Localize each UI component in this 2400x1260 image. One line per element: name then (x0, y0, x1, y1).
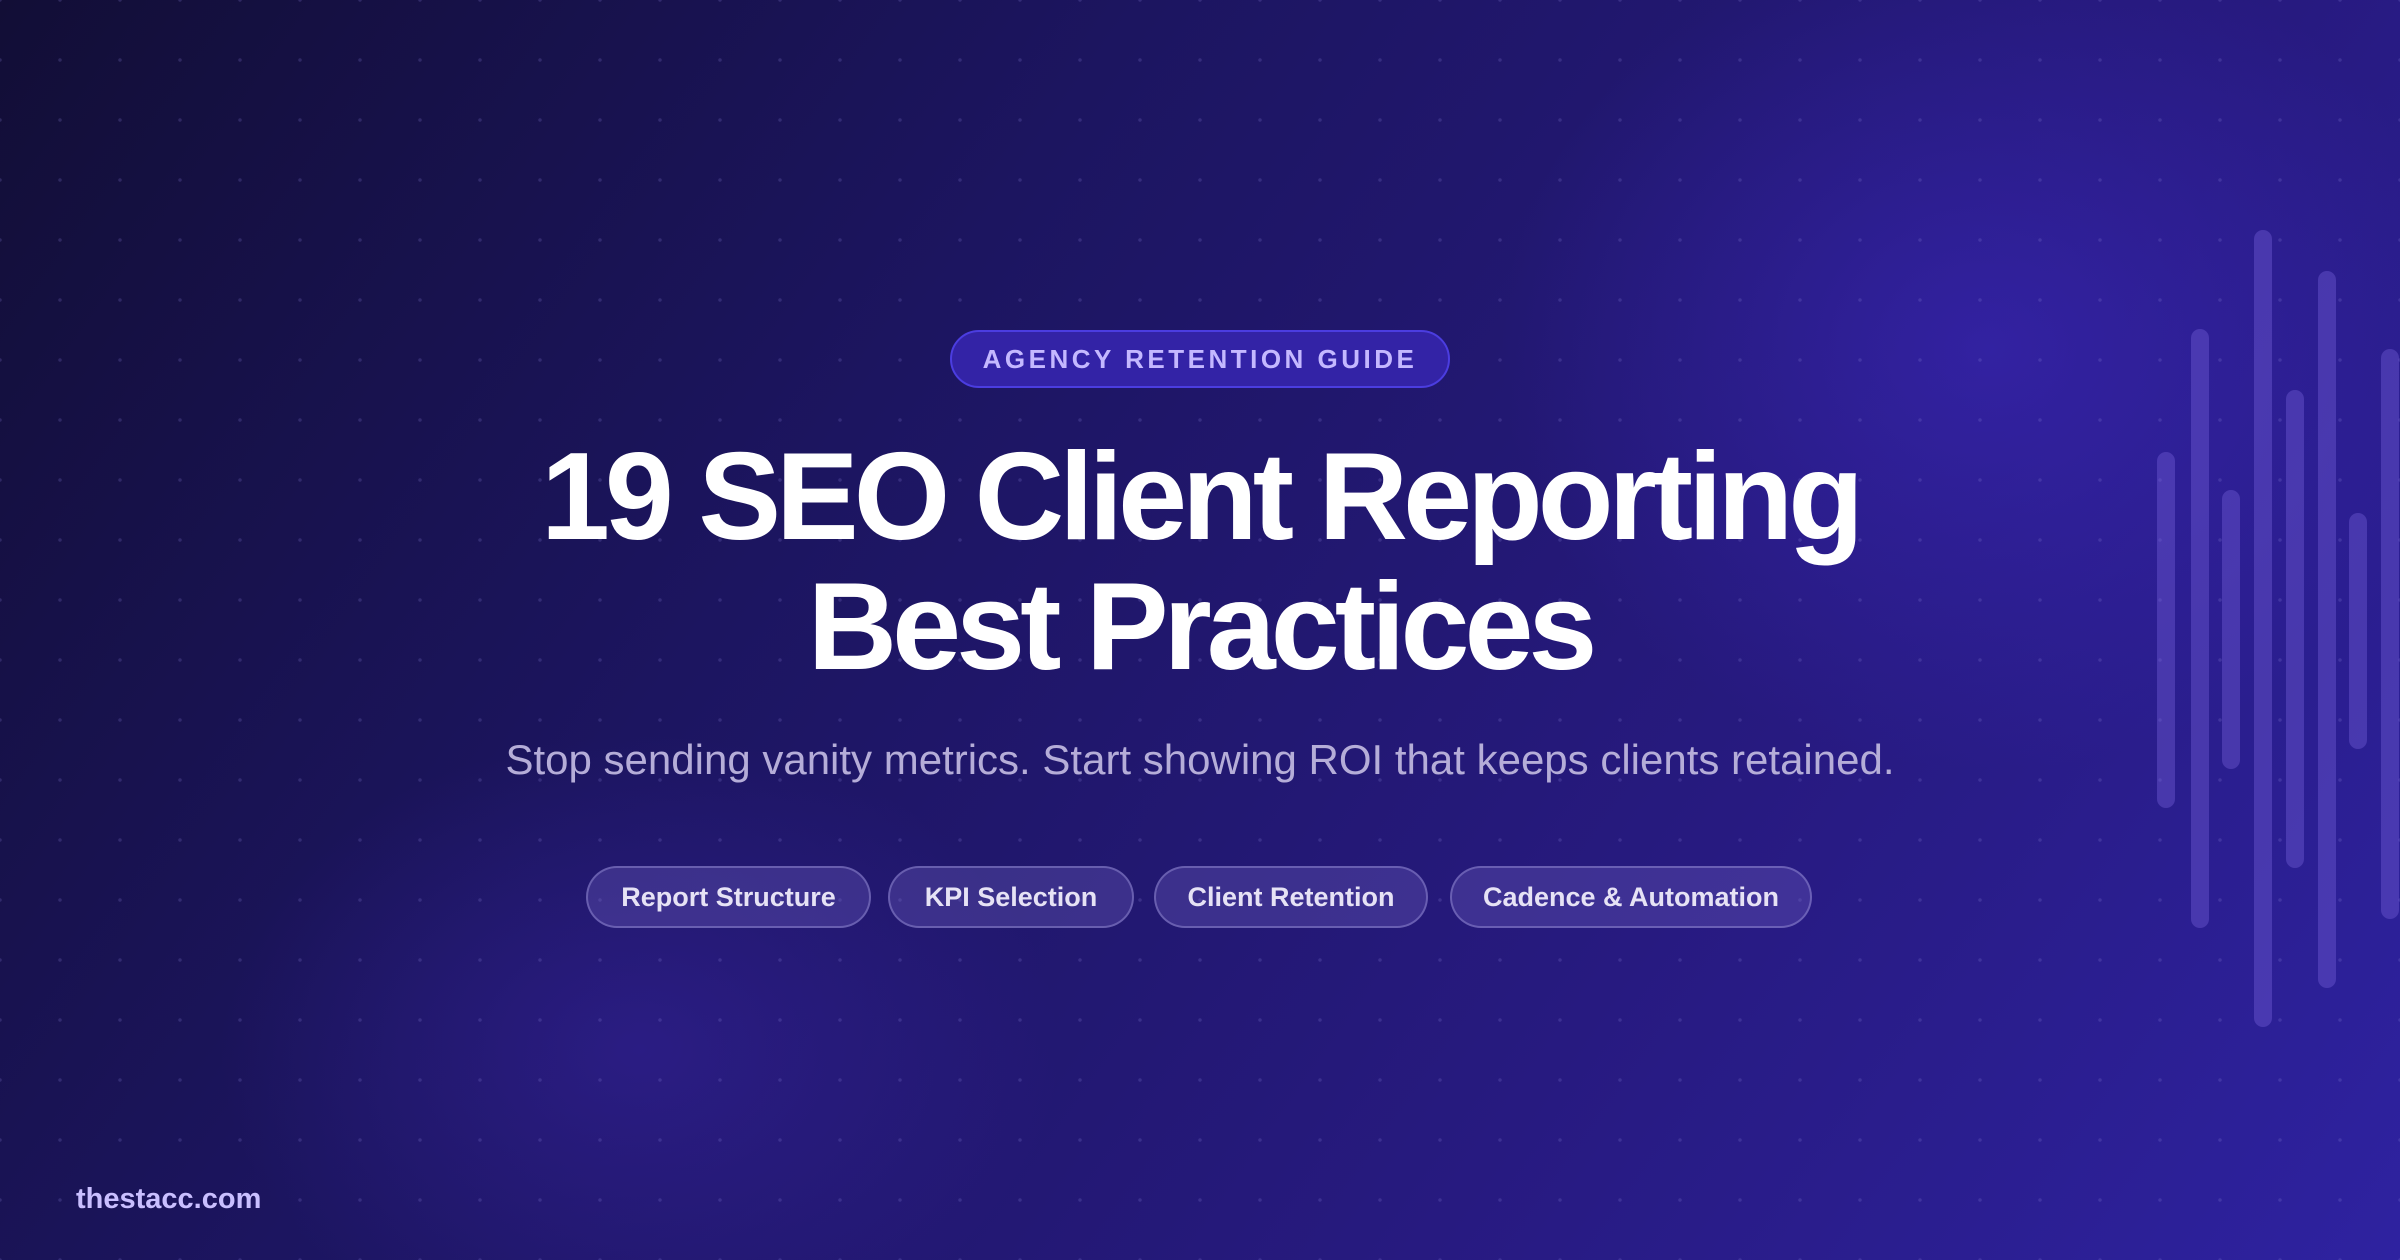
category-badge: AGENCY RETENTION GUIDE (950, 330, 1450, 388)
decorative-bar (2191, 329, 2209, 928)
tag-chip-cadence-automation: Cadence & Automation (1450, 866, 1812, 928)
decorative-bar (2254, 230, 2272, 1027)
decorative-bar (2318, 271, 2336, 988)
decorative-bar (2286, 390, 2304, 868)
title-line-1: 19 SEO Client Reporting (540, 428, 1864, 566)
tag-chip-kpi-selection: KPI Selection (888, 866, 1134, 928)
decorative-bar (2349, 513, 2367, 749)
subtitle: Stop sending vanity metrics. Start showi… (505, 736, 1895, 783)
site-domain: thestacc.com (76, 1183, 262, 1215)
tag-chip-client-retention: Client Retention (1154, 866, 1428, 928)
page-title: 19 SEO Client Reporting Best Practices (0, 432, 2400, 692)
decorative-bar (2381, 349, 2399, 919)
decorative-bar (2157, 452, 2175, 808)
tag-chip-report-structure: Report Structure (586, 866, 871, 928)
title-line-2: Best Practices (807, 558, 1598, 696)
decorative-bar (2222, 490, 2240, 769)
